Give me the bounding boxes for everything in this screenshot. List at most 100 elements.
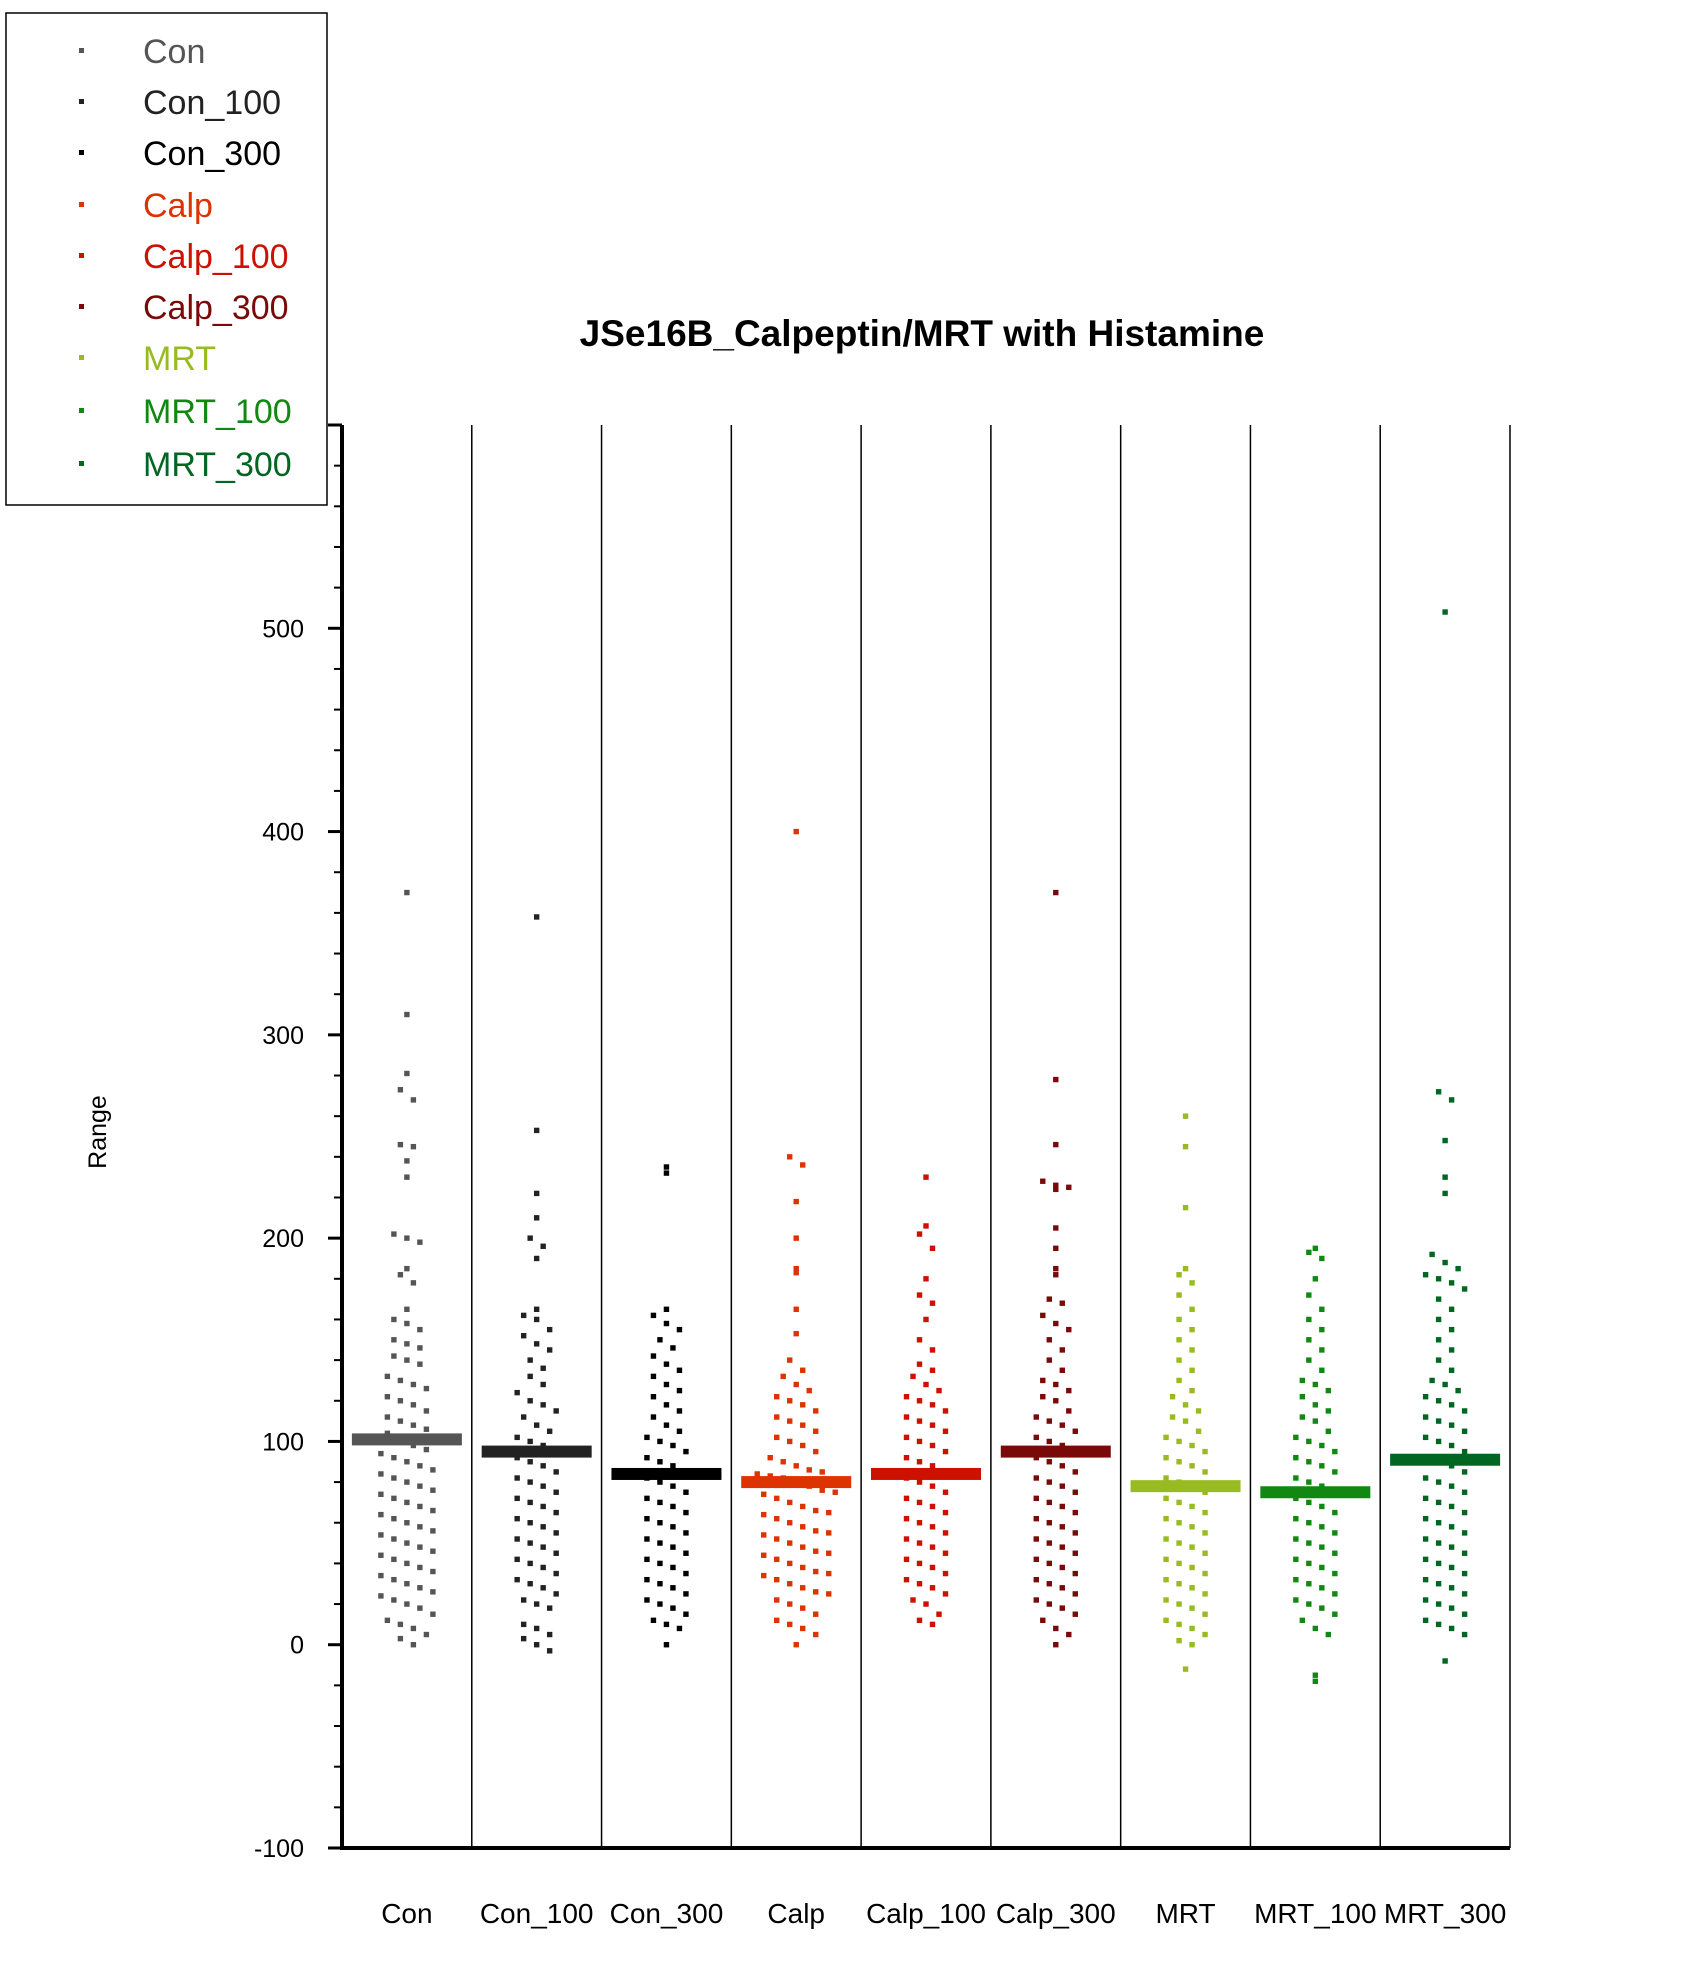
data-point [1033,1515,1039,1522]
data-point [1306,1438,1312,1445]
data-point [384,1430,391,1436]
data-point [527,1540,533,1546]
data-point [1299,1617,1306,1624]
data-point [800,1605,806,1611]
data-point [1332,1509,1338,1516]
data-point [1448,1585,1455,1591]
data-point [1319,1544,1325,1550]
data-point [1429,1251,1435,1258]
data-point [391,1475,397,1481]
data-point [397,1377,404,1384]
data-point [533,1316,540,1323]
data-point [391,1515,397,1522]
data-point [1053,1272,1059,1278]
data-point [527,1560,533,1567]
data-point [1325,1428,1332,1434]
data-point [787,1154,793,1160]
data-point [1319,1483,1325,1489]
legend-label: MRT [143,340,216,378]
data-point [1319,1255,1325,1262]
data-point [397,1418,404,1424]
data-point [1448,1605,1455,1611]
data-point [826,1509,832,1516]
legend-marker [79,355,84,360]
data-point [527,1398,533,1404]
data-point [787,1520,793,1526]
data-point [397,1635,404,1642]
data-point [1040,1394,1046,1400]
data-point [663,1422,670,1428]
mean-bar [481,1445,592,1458]
data-point [942,1591,949,1597]
data-point [650,1617,657,1624]
data-point [670,1503,676,1510]
data-point [929,1463,936,1469]
data-point [644,1434,650,1441]
data-point [378,1593,384,1599]
data-point [774,1536,780,1542]
data-point [423,1408,430,1414]
data-point [1325,1408,1332,1414]
data-point [1448,1544,1455,1550]
data-point [1422,1434,1429,1441]
data-point [404,1011,410,1018]
data-point [1046,1581,1052,1587]
data-point [657,1459,663,1465]
data-point [520,1597,527,1603]
data-point [1189,1347,1195,1353]
data-point [1176,1377,1182,1384]
data-point [1448,1306,1455,1312]
mean-bar [871,1467,981,1480]
data-point [787,1499,793,1506]
data-point [533,1306,540,1312]
data-point [1046,1479,1052,1485]
data-point [1299,1414,1306,1420]
data-point [929,1564,936,1571]
data-point [417,1564,423,1571]
data-point [903,1515,910,1522]
data-point [650,1414,657,1420]
y-tick-label: 100 [262,1428,304,1456]
data-point [404,1306,410,1312]
data-point [903,1495,910,1502]
data-point [1435,1316,1442,1323]
data-point [391,1495,397,1502]
data-point [533,1601,540,1607]
data-point [793,1270,799,1276]
data-point [670,1483,676,1489]
data-point [514,1556,520,1563]
data-point [1072,1611,1078,1617]
data-point [1163,1475,1169,1481]
data-point [514,1454,520,1461]
data-point [404,1499,410,1506]
data-point [1189,1605,1195,1611]
data-point [540,1483,546,1489]
data-point [1072,1469,1078,1475]
data-point [1195,1408,1202,1414]
data-point [546,1648,553,1654]
data-point [520,1333,527,1339]
data-point [533,1625,540,1632]
data-point [514,1475,520,1481]
data-point [787,1418,793,1424]
data-point [657,1520,663,1526]
data-point [1169,1394,1176,1400]
data-point [923,1381,929,1388]
y-tick-label: -100 [254,1835,304,1863]
data-point [1046,1296,1052,1302]
legend-marker [79,150,84,155]
data-point [1319,1306,1325,1312]
data-point [378,1471,384,1477]
data-point [514,1389,520,1396]
data-point [391,1337,397,1343]
data-point [1202,1530,1208,1536]
data-point [540,1524,546,1530]
data-point [1053,1320,1059,1327]
data-point [1455,1265,1461,1272]
data-point [533,1255,540,1262]
data-point [1435,1357,1442,1363]
data-point [1435,1601,1442,1607]
data-point [1448,1625,1455,1632]
data-point [1182,1143,1189,1150]
y-tick-label: 500 [262,615,304,643]
